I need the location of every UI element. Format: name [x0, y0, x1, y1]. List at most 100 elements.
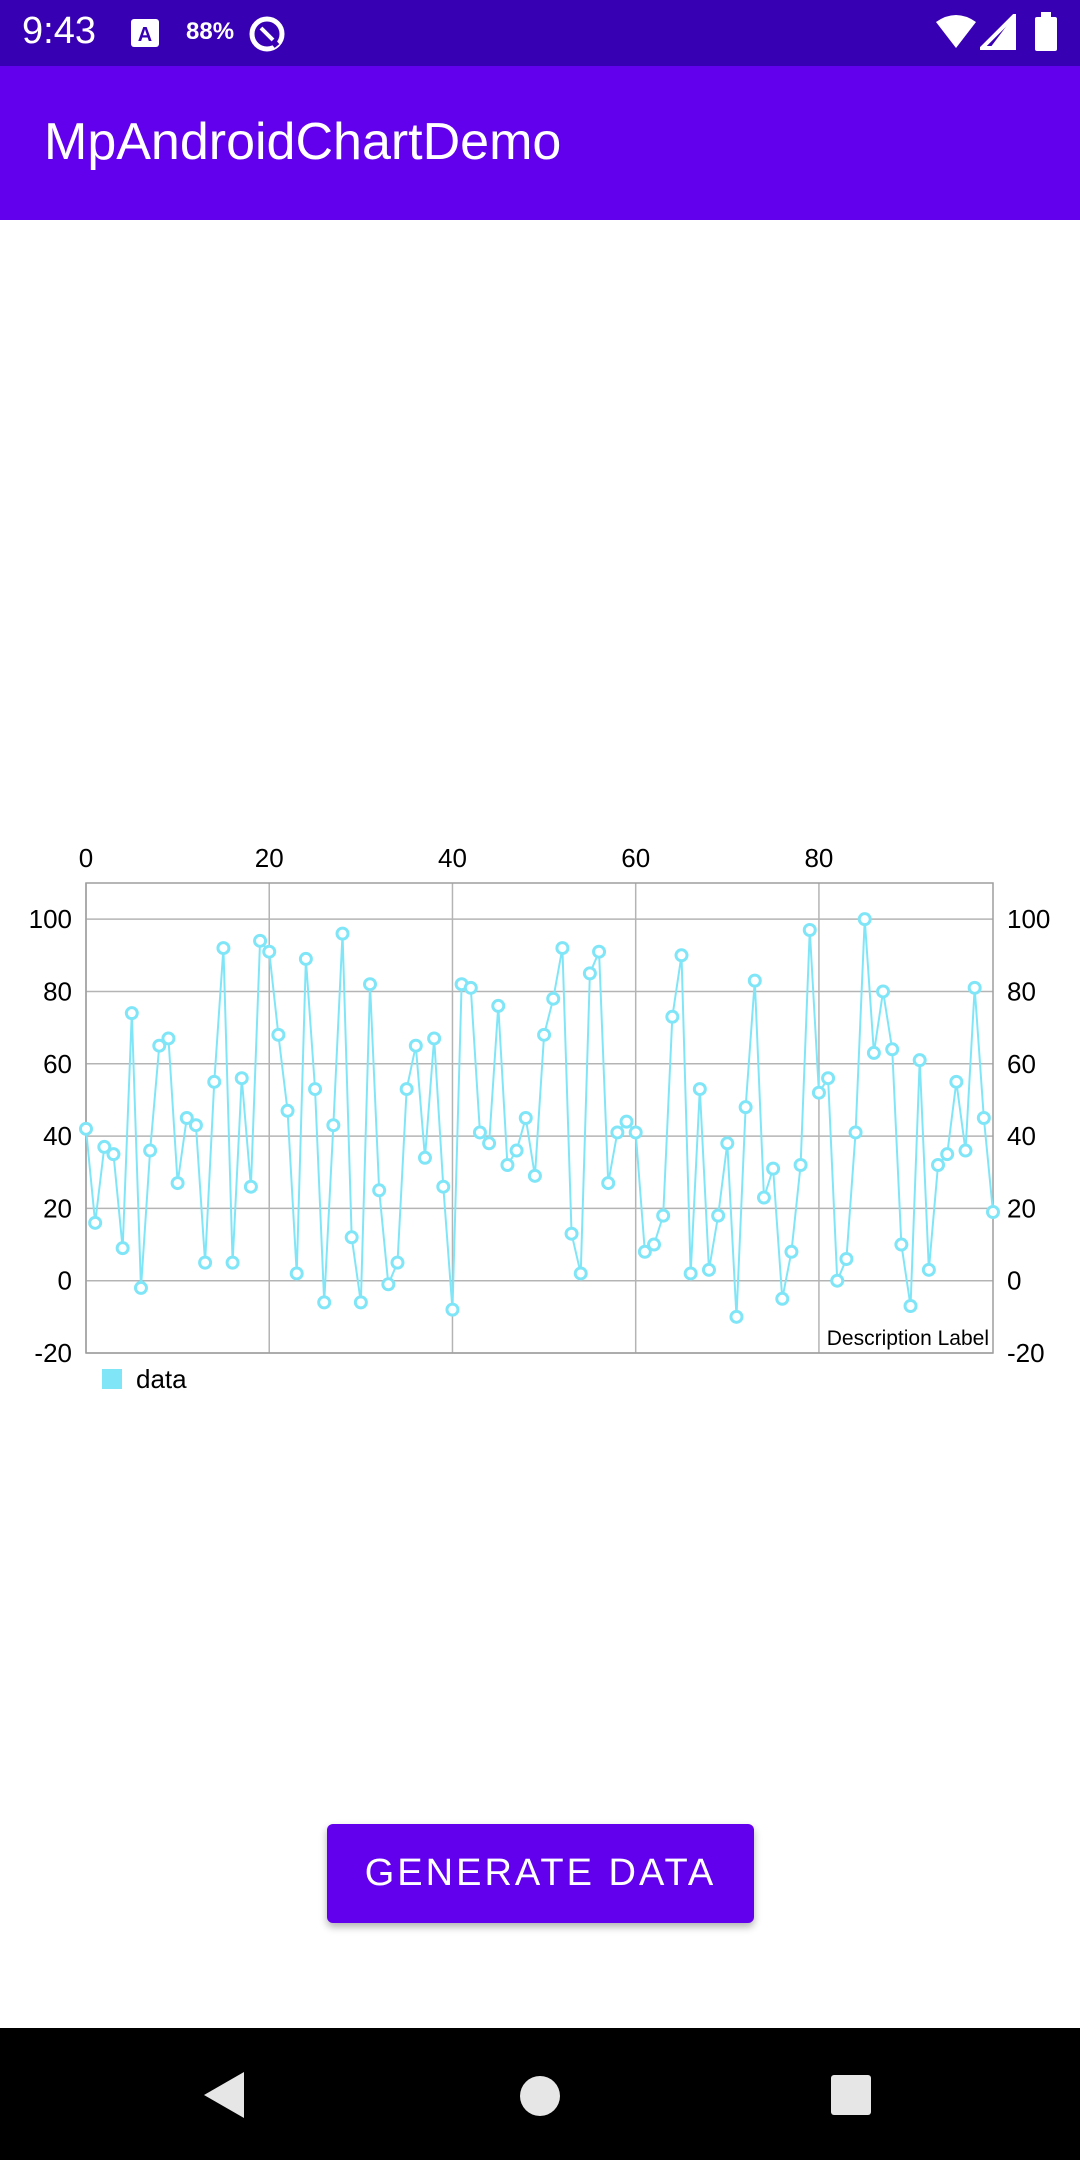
data-point: [427, 1031, 442, 1046]
wifi-icon: [936, 15, 976, 48]
x-tick-label: 40: [438, 843, 467, 873]
x-tick-label: 0: [79, 843, 93, 873]
app-bar: MpAndroidChartDemo: [0, 66, 1080, 220]
data-point: [857, 912, 872, 927]
data-point: [738, 1100, 753, 1115]
data-point: [408, 1038, 423, 1053]
data-point: [79, 1121, 93, 1136]
battery-icon: [1035, 12, 1057, 51]
data-point: [243, 1179, 258, 1194]
y-tick-label-left: 80: [43, 976, 72, 1006]
x-tick-label: 80: [804, 843, 833, 873]
y-tick-label-right: -20: [1007, 1338, 1045, 1368]
app-title: MpAndroidChartDemo: [44, 113, 562, 171]
data-point: [903, 1299, 918, 1313]
chart-description: Description Label: [827, 1327, 989, 1350]
data-point: [555, 941, 570, 956]
data-point: [821, 1071, 836, 1086]
y-tick-label-left: 40: [43, 1121, 72, 1151]
data-point: [876, 984, 891, 999]
data-point: [509, 1143, 524, 1158]
home-icon[interactable]: [518, 2074, 562, 2118]
data-point: [637, 1244, 652, 1259]
data-point: [472, 1125, 487, 1140]
data-point: [711, 1208, 726, 1223]
data-point: [811, 1085, 826, 1100]
data-point: [674, 948, 689, 963]
data-point: [363, 977, 378, 992]
data-point: [665, 1009, 680, 1024]
data-point: [326, 1118, 341, 1133]
data-point: [436, 1179, 451, 1194]
data-point: [463, 980, 478, 995]
data-point: [216, 941, 231, 956]
data-point: [564, 1226, 579, 1241]
y-tick-label-left: 0: [58, 1266, 72, 1296]
svg-text:A: A: [138, 24, 152, 46]
data-point: [152, 1038, 167, 1053]
y-tick-label-right: 0: [1007, 1266, 1021, 1296]
data-point: [601, 1176, 616, 1191]
data-point: [445, 1302, 460, 1317]
data-point: [756, 1190, 771, 1205]
data-point: [298, 951, 313, 966]
data-point: [500, 1158, 515, 1172]
line-chart[interactable]: 0 20 40 60 80 -20 -20 0 0 20 20 40 40 60 60 80 80 100 100 D…: [0, 820, 1080, 1420]
data-point: [179, 1111, 194, 1125]
data-point: [518, 1111, 533, 1125]
back-icon[interactable]: [200, 2070, 248, 2120]
data-point: [262, 944, 277, 959]
data-point: [381, 1277, 396, 1292]
data-point: [372, 1183, 387, 1198]
data-point: [784, 1244, 799, 1259]
data-point: [308, 1082, 323, 1097]
data-point: [912, 1053, 927, 1068]
recents-icon[interactable]: [830, 2074, 872, 2116]
legend-swatch: [102, 1369, 122, 1389]
data-point: [527, 1168, 542, 1183]
y-tick-label-right: 100: [1007, 904, 1050, 934]
data-point: [885, 1042, 900, 1057]
series-line: [85, 919, 994, 1317]
data-saver-icon: [249, 16, 285, 52]
data-point: [619, 1114, 634, 1129]
data-point: [647, 1237, 662, 1252]
data-point: [271, 1027, 286, 1042]
data-point: [317, 1295, 332, 1310]
signal-icon: [980, 14, 1016, 50]
data-point: [848, 1125, 863, 1140]
data-point: [582, 966, 597, 981]
data-point: [793, 1158, 808, 1172]
y-tick-label-right: 40: [1007, 1121, 1036, 1151]
data-point: [482, 1136, 497, 1151]
legend-label: data: [136, 1364, 187, 1394]
data-point: [170, 1176, 185, 1191]
data-point: [958, 1143, 973, 1158]
line-chart-svg[interactable]: 0 20 40 60 80 -20 -20 0 0 20 20 40 40 60 60 80 80 100 100 D…: [0, 820, 1080, 1420]
data-point: [628, 1125, 643, 1140]
y-tick-label-right: 20: [1007, 1193, 1036, 1223]
data-point: [344, 1230, 359, 1245]
data-point: [537, 1027, 552, 1042]
data-point: [417, 1150, 432, 1165]
generate-data-button[interactable]: GENERATE DATA: [327, 1824, 754, 1923]
notification-a-icon: A: [131, 19, 159, 47]
data-point: [546, 991, 561, 1006]
data-point: [656, 1208, 671, 1223]
data-point: [106, 1147, 121, 1162]
data-point: [353, 1295, 368, 1310]
data-point: [253, 933, 268, 948]
data-point: [188, 1118, 203, 1133]
data-point: [234, 1071, 249, 1086]
data-point: [88, 1215, 103, 1230]
data-point: [766, 1161, 781, 1176]
data-point: [207, 1074, 222, 1089]
data-point: [720, 1136, 735, 1151]
data-point: [390, 1255, 405, 1270]
status-bar: 9:43 A 88%: [0, 0, 1080, 66]
status-battery-percent: 88%: [186, 18, 235, 45]
data-point: [683, 1266, 698, 1281]
data-point: [866, 1045, 881, 1060]
y-tick-label-left: 60: [43, 1049, 72, 1079]
y-tick-label-right: 80: [1007, 976, 1036, 1006]
